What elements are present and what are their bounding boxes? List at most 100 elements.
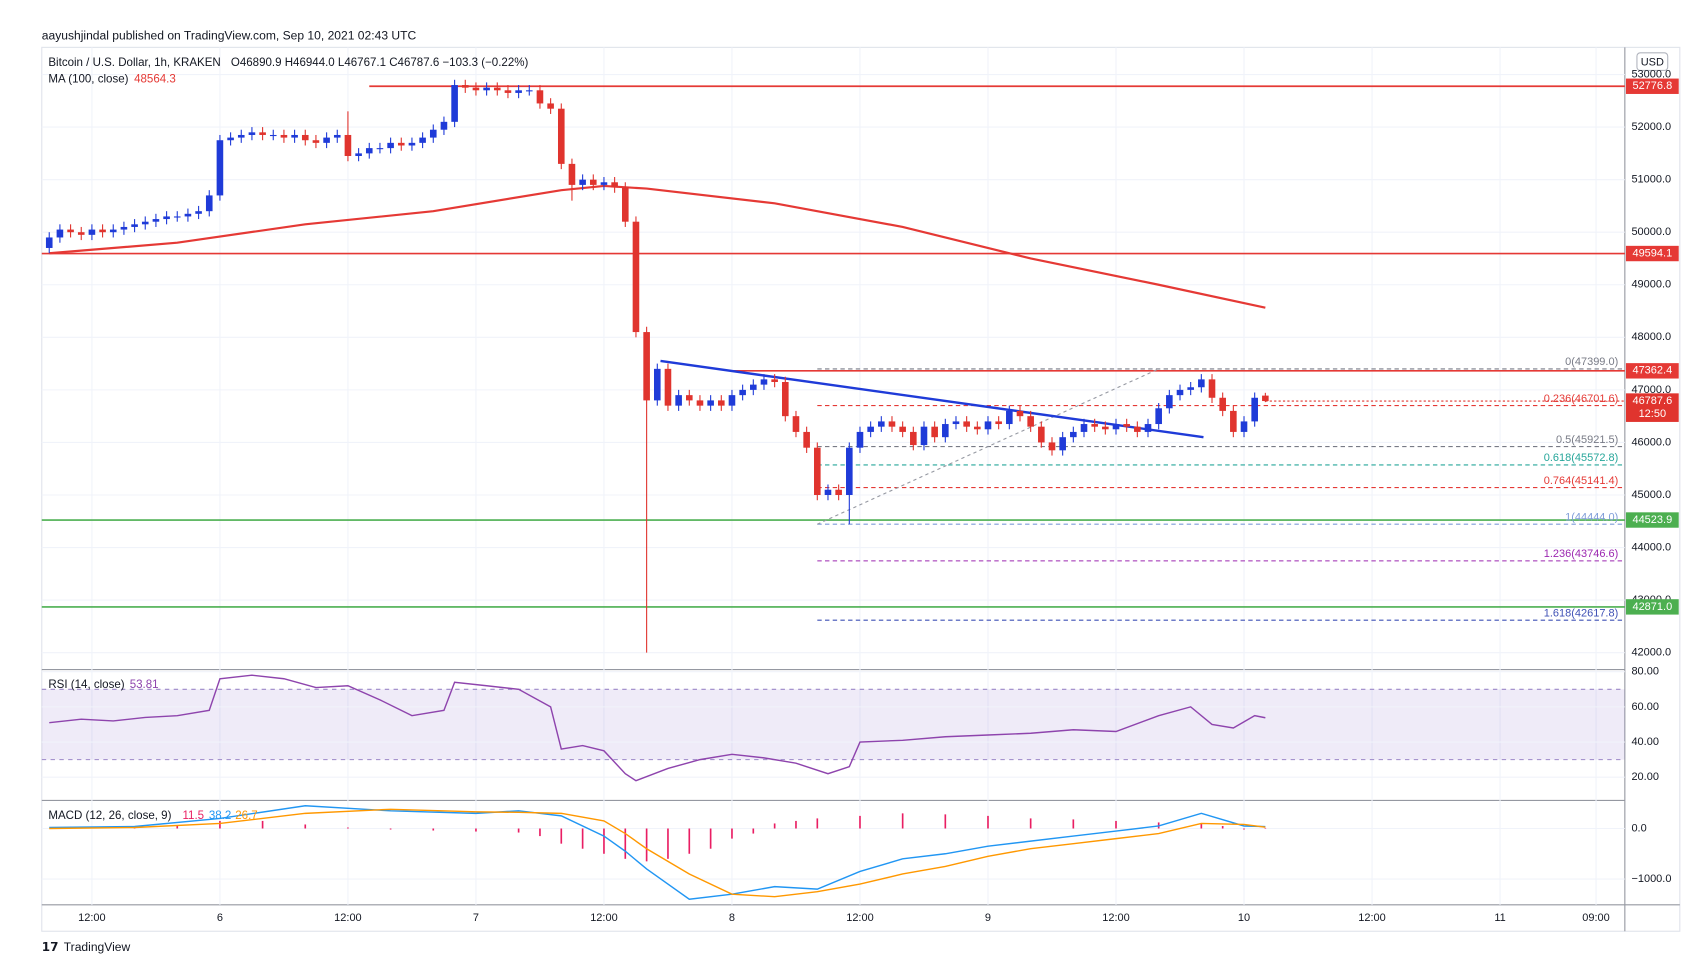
candle-body: [515, 90, 522, 93]
candle-body: [1102, 426, 1109, 430]
candle-body: [878, 421, 885, 427]
candle-body: [1155, 408, 1162, 425]
candle-body: [643, 332, 650, 401]
candle-body: [579, 179, 586, 185]
y-tick-label: 45000.0: [1631, 489, 1671, 501]
candle-body: [525, 90, 533, 92]
y-tick-label: 50000.0: [1631, 226, 1671, 238]
candle-body: [301, 134, 309, 141]
candle-body: [472, 87, 480, 91]
candle-body: [1176, 389, 1184, 396]
candle-body: [974, 426, 981, 430]
price-label: 44523.9: [1632, 514, 1672, 526]
rsi-tick-label: 60.00: [1631, 701, 1658, 713]
fib-label: 1.618(42617.8): [1544, 608, 1619, 620]
candle-body: [365, 148, 373, 154]
grid: [41, 47, 1625, 905]
candle-body: [429, 129, 437, 138]
price-label-bg: [1625, 245, 1679, 262]
price-label-bg: [1625, 599, 1679, 615]
candle-body: [1112, 424, 1120, 430]
candle-body: [995, 421, 1002, 425]
candle-body: [216, 140, 224, 196]
rsi-value: 53.81: [130, 679, 159, 691]
macd-hist-value: 11.5: [182, 810, 204, 822]
candle-body: [1187, 387, 1194, 390]
rsi-tick-label: 20.00: [1631, 771, 1658, 783]
candle-body: [333, 134, 341, 138]
candle-body: [931, 426, 938, 438]
price-label: 42871.0: [1632, 601, 1672, 613]
candle-body: [963, 421, 970, 427]
price-label-bg: [1625, 78, 1679, 94]
candle-body: [611, 182, 618, 188]
price-label: 52776.8: [1632, 80, 1672, 92]
x-tick-label: 7: [473, 912, 479, 924]
candle-body: [568, 163, 576, 185]
candle-body: [792, 416, 800, 432]
fib-label: 0.618(45572.8): [1544, 452, 1619, 464]
y-tick-label: 46000.0: [1631, 436, 1671, 448]
price-label: 49594.1: [1632, 247, 1672, 259]
candle-body: [152, 219, 160, 222]
candle-body: [824, 489, 832, 495]
candle-body: [408, 142, 416, 146]
ma-value: 48564.3: [134, 73, 176, 85]
candle-body: [109, 229, 117, 233]
candle-body: [504, 90, 512, 93]
candle-body: [259, 132, 266, 135]
price-label-bg: [1625, 393, 1679, 422]
candle-body: [835, 489, 842, 495]
y-tick-label: 42000.0: [1631, 647, 1671, 659]
candle-body: [952, 421, 960, 425]
candle-body: [1251, 397, 1258, 422]
candle-body: [184, 213, 192, 217]
logo-mark: 𝟭𝟳: [42, 940, 59, 954]
candle-body: [419, 137, 426, 143]
candle-body: [888, 421, 896, 427]
candle-body: [173, 216, 181, 218]
x-tick-label: 09:00: [1582, 912, 1610, 924]
candle-body: [728, 395, 736, 406]
candle-body: [120, 226, 128, 230]
x-tick-label: 6: [217, 912, 223, 924]
y-tick-label: 49000.0: [1631, 279, 1671, 291]
currency: USD: [1641, 57, 1664, 69]
y-tick-label: 48000.0: [1631, 331, 1671, 343]
macd-value: 38.2: [209, 810, 231, 822]
fib-label: 1.236(43746.6): [1544, 548, 1619, 560]
candle-body: [344, 134, 352, 156]
fib-label: 0.764(45141.4): [1544, 475, 1619, 487]
candle-body: [45, 237, 53, 248]
byline: aayushjindal published on TradingView.co…: [42, 29, 417, 43]
candle-body: [397, 142, 405, 146]
price-label-bg: [1625, 363, 1679, 379]
candle-body: [1198, 379, 1205, 388]
candle-body: [899, 426, 906, 432]
fib-label: 0(47399.0): [1565, 356, 1618, 368]
macd-line: [49, 805, 1266, 900]
x-tick-label: 12:00: [590, 912, 617, 924]
candle-body: [589, 179, 597, 185]
candle-body: [195, 211, 202, 214]
candle-body: [131, 224, 138, 227]
candle-body: [493, 87, 501, 91]
candle-body: [312, 140, 320, 143]
candle-body: [67, 229, 74, 233]
candle-body: [686, 395, 693, 401]
candle-body: [280, 134, 288, 138]
candle-body: [440, 121, 448, 130]
candle-body: [1219, 397, 1226, 411]
y-tick-label: 51000.0: [1631, 174, 1671, 186]
logo: TradingView: [64, 940, 131, 954]
candle-body: [387, 142, 394, 149]
candle-body: [750, 384, 757, 390]
candle-body: [600, 182, 608, 185]
candle-body: [846, 447, 853, 495]
price-label-bg: [1625, 512, 1679, 528]
x-tick-label: 12:00: [1102, 912, 1130, 924]
x-tick-label: 12:00: [1358, 912, 1386, 924]
candle-body: [942, 424, 949, 438]
candle-body: [1038, 426, 1045, 443]
candle-body: [1080, 424, 1088, 432]
